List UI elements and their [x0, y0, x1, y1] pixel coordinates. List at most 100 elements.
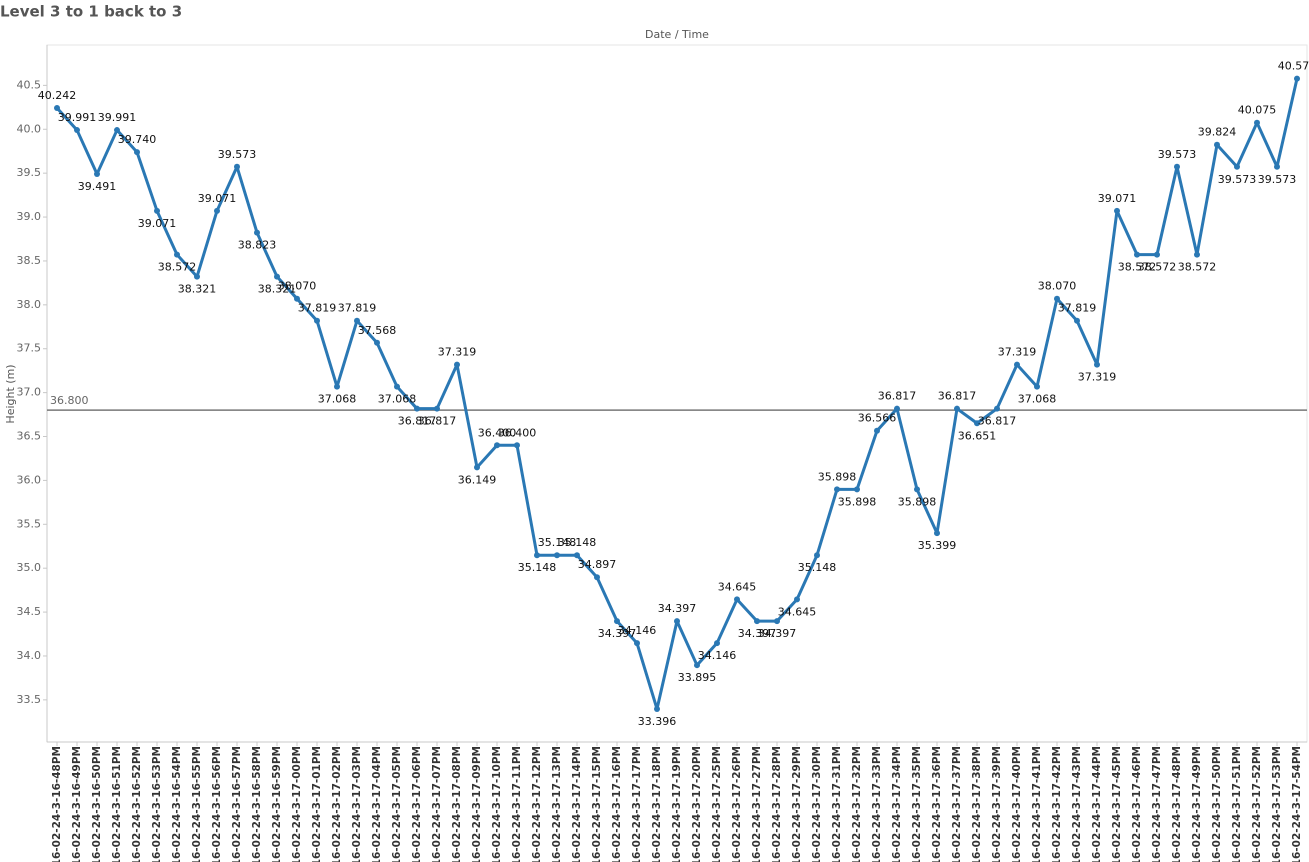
- data-label: 37.068: [318, 393, 357, 406]
- x-tick-label: 2016-02-24-3-17-53PM: [1271, 746, 1283, 862]
- x-tick-label: 2016-02-24-3-17-52PM: [1251, 746, 1263, 862]
- data-label: 37.068: [1018, 393, 1057, 406]
- x-tick-label: 2016-02-24-3-17-05PM: [391, 746, 403, 862]
- data-point: [874, 427, 880, 434]
- x-tick-label: 2016-02-24-3-17-51PM: [1231, 746, 1243, 862]
- data-point: [1234, 163, 1240, 170]
- x-tick-label: 2016-02-24-3-16-52PM: [131, 746, 143, 862]
- data-label: 39.991: [98, 111, 137, 124]
- data-point: [574, 552, 580, 559]
- x-tick-label: 2016-02-24-3-17-42PM: [1051, 746, 1063, 862]
- x-tick-label: 2016-02-24-3-17-25PM: [711, 746, 723, 862]
- data-point: [474, 464, 480, 471]
- data-label: 34.146: [618, 624, 657, 637]
- data-point: [1194, 251, 1200, 258]
- data-point: [174, 251, 180, 258]
- data-label: 39.991: [58, 111, 97, 124]
- data-label: 38.321: [258, 283, 297, 296]
- data-point: [154, 207, 160, 214]
- data-label: 37.319: [998, 346, 1037, 359]
- x-tick-label: 2016-02-24-3-17-06PM: [411, 746, 423, 862]
- data-point: [734, 596, 740, 603]
- x-tick-label: 2016-02-24-3-17-12PM: [531, 746, 543, 862]
- y-tick-label: 33.5: [17, 693, 42, 706]
- data-point: [1094, 361, 1100, 368]
- data-label: 39.573: [218, 148, 257, 161]
- data-point: [1014, 361, 1020, 368]
- y-tick-label: 38.5: [17, 254, 42, 267]
- data-point: [914, 486, 920, 493]
- y-tick-label: 37.5: [17, 342, 42, 355]
- data-label: 40.577: [1278, 60, 1309, 73]
- x-tick-label: 2016-02-24-3-17-40PM: [1011, 746, 1023, 862]
- x-tick-label: 2016-02-24-3-17-20PM: [691, 746, 703, 862]
- data-label: 34.397: [738, 627, 777, 640]
- y-tick-label: 38.0: [17, 298, 42, 311]
- data-point: [374, 339, 380, 346]
- y-tick-label: 40.0: [17, 122, 42, 135]
- data-label: 37.819: [298, 302, 337, 315]
- data-label: 39.740: [118, 133, 157, 146]
- x-tick-label: 2016-02-24-3-17-30PM: [811, 746, 823, 862]
- data-point: [974, 420, 980, 427]
- data-point: [1134, 251, 1140, 258]
- y-tick-label: 39.0: [17, 210, 42, 223]
- data-point: [1154, 251, 1160, 258]
- data-point: [754, 618, 760, 625]
- data-label: 36.400: [478, 426, 517, 439]
- data-label: 40.075: [1238, 104, 1277, 117]
- y-tick-label: 36.0: [17, 473, 42, 486]
- data-label: 34.397: [658, 602, 697, 615]
- y-tick-label: 35.5: [17, 517, 42, 530]
- data-label: 38.823: [238, 239, 277, 252]
- data-point: [214, 207, 220, 214]
- data-label: 39.824: [1198, 126, 1237, 139]
- chart-title: Level 3 to 1 back to 3: [0, 3, 182, 21]
- x-tick-label: 2016-02-24-3-17-31PM: [831, 746, 843, 862]
- x-tick-label: 2016-02-24-3-16-53PM: [151, 746, 163, 862]
- data-label: 39.573: [1258, 173, 1297, 186]
- data-point: [514, 442, 520, 449]
- data-label: 37.819: [1058, 302, 1097, 315]
- x-tick-label: 2016-02-24-3-17-37PM: [951, 746, 963, 862]
- data-label: 35.898: [838, 495, 877, 508]
- data-label: 39.071: [1098, 192, 1137, 205]
- x-tick-label: 2016-02-24-3-17-54PM: [1291, 746, 1303, 862]
- x-tick-label: 2016-02-24-3-17-48PM: [1171, 746, 1183, 862]
- data-point: [314, 317, 320, 324]
- data-label: 35.148: [518, 561, 557, 574]
- x-tick-label: 2016-02-24-3-17-32PM: [851, 746, 863, 862]
- data-point: [354, 317, 360, 324]
- data-point: [414, 405, 420, 412]
- x-tick-label: 2016-02-24-3-16-49PM: [71, 746, 83, 862]
- data-point: [1074, 317, 1080, 324]
- data-point: [1254, 119, 1260, 126]
- data-point: [114, 127, 120, 134]
- data-label: 39.071: [138, 217, 177, 230]
- data-label: 38.572: [1138, 261, 1177, 274]
- data-point: [674, 618, 680, 625]
- data-point: [134, 149, 140, 156]
- data-point: [534, 552, 540, 559]
- data-label: 37.319: [438, 346, 477, 359]
- x-tick-label: 2016-02-24-3-17-01PM: [311, 746, 323, 862]
- x-tick-label: 2016-02-24-3-17-33PM: [871, 746, 883, 862]
- data-point: [934, 530, 940, 537]
- data-label: 35.898: [818, 470, 857, 483]
- x-tick-label: 2016-02-24-3-17-03PM: [351, 746, 363, 862]
- x-tick-label: 2016-02-24-3-16-50PM: [91, 746, 103, 862]
- x-tick-label: 2016-02-24-3-17-45PM: [1111, 746, 1123, 862]
- data-label: 36.817: [418, 415, 457, 428]
- data-label: 34.645: [778, 605, 817, 618]
- y-axis-title: Height (m): [4, 364, 17, 423]
- data-label: 33.895: [678, 671, 717, 684]
- data-label: 38.070: [278, 280, 317, 293]
- data-label: 37.819: [338, 302, 377, 315]
- data-label: 37.068: [378, 393, 417, 406]
- data-point: [394, 383, 400, 390]
- x-axis-title: Date / Time: [645, 28, 709, 41]
- x-tick-label: 2016-02-24-3-17-43PM: [1071, 746, 1083, 862]
- data-point: [74, 127, 80, 134]
- data-label: 36.817: [878, 390, 917, 403]
